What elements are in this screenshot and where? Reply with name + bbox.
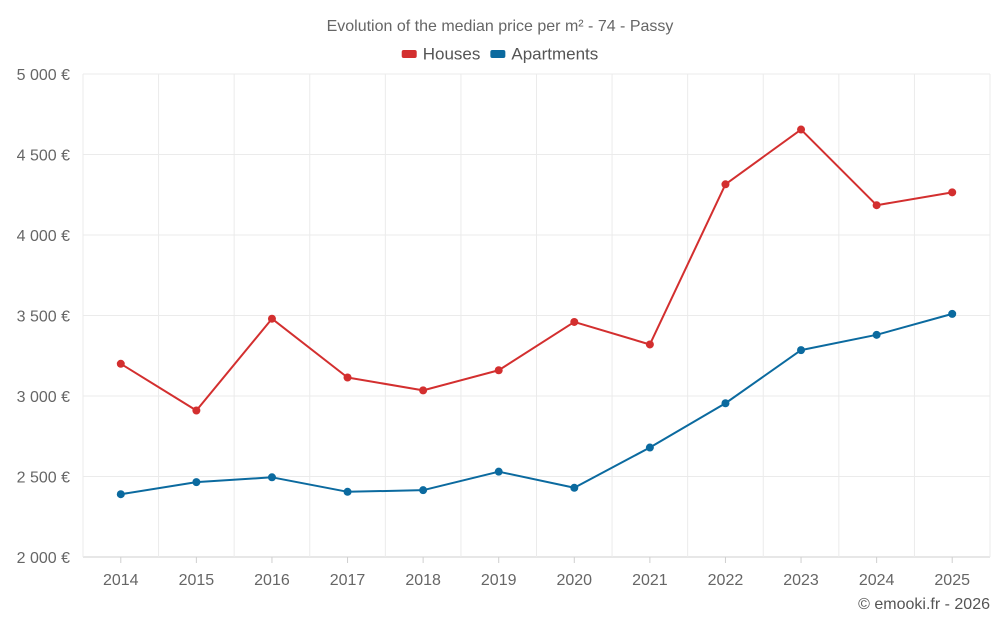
data-point-houses [797, 125, 806, 134]
data-point-apartments [116, 490, 125, 499]
y-tick-label: 5 000 € [17, 67, 70, 84]
data-point-apartments [494, 467, 503, 476]
x-tick-label: 2025 [934, 572, 970, 589]
data-point-houses [948, 188, 957, 197]
legend-label: Apartments [511, 44, 598, 63]
x-tick-label: 2017 [330, 572, 366, 589]
chart-title: Evolution of the median price per m² - 7… [327, 18, 674, 35]
data-point-apartments [797, 346, 806, 355]
y-tick-label: 4 500 € [17, 148, 70, 165]
legend-item-houses: Houses [401, 44, 481, 63]
y-tick-label: 3 000 € [17, 389, 70, 406]
x-tick-label: 2014 [103, 572, 139, 589]
data-point-houses [645, 340, 654, 349]
x-tick-label: 2016 [254, 572, 290, 589]
x-tick-label: 2020 [556, 572, 592, 589]
data-point-houses [570, 317, 579, 326]
y-tick-label: 2 500 € [17, 470, 70, 487]
data-point-houses [872, 201, 881, 210]
data-point-apartments [419, 486, 428, 495]
data-point-apartments [645, 443, 654, 452]
legend-swatch [490, 50, 506, 58]
series-line-apartments [120, 312, 953, 496]
data-point-houses [494, 366, 503, 375]
legend: Houses Apartments [401, 44, 598, 63]
data-point-apartments [570, 483, 579, 492]
y-tick-label: 3 500 € [17, 309, 70, 326]
y-tick-label: 2 000 € [17, 550, 70, 567]
x-tick-label: 2024 [859, 572, 895, 589]
data-point-apartments [267, 473, 276, 482]
x-axis-ticks: 2014 2015 2016 2017 2018 2019 2020 2021 2022 2023… [103, 557, 970, 589]
legend-label: Houses [423, 44, 481, 63]
credit-text: © emooki.fr - 2026 [858, 596, 990, 613]
legend-item-apartments: Apartments [490, 44, 598, 63]
data-point-apartments [948, 309, 957, 318]
data-point-houses [267, 314, 276, 323]
data-point-houses [343, 373, 352, 382]
data-point-houses [721, 180, 730, 189]
series-group [116, 125, 957, 499]
data-point-houses [116, 359, 125, 368]
data-point-apartments [343, 487, 352, 496]
data-point-apartments [872, 330, 881, 339]
x-tick-label: 2021 [632, 572, 668, 589]
grid-lines [82, 73, 991, 558]
data-point-houses [419, 386, 428, 395]
legend-swatch [401, 50, 417, 58]
x-tick-label: 2019 [481, 572, 517, 589]
x-tick-label: 2015 [179, 572, 215, 589]
x-tick-label: 2022 [708, 572, 744, 589]
y-tick-label: 4 000 € [17, 228, 70, 245]
series-line-houses [120, 128, 953, 412]
data-point-houses [192, 406, 201, 415]
y-axis-ticks: 2 000 € 2 500 € 3 000 € 3 500 € 4 000 € 4 500… [17, 67, 70, 567]
x-tick-label: 2023 [783, 572, 819, 589]
data-point-apartments [192, 478, 201, 487]
x-tick-label: 2018 [405, 572, 441, 589]
data-point-apartments [721, 399, 730, 408]
